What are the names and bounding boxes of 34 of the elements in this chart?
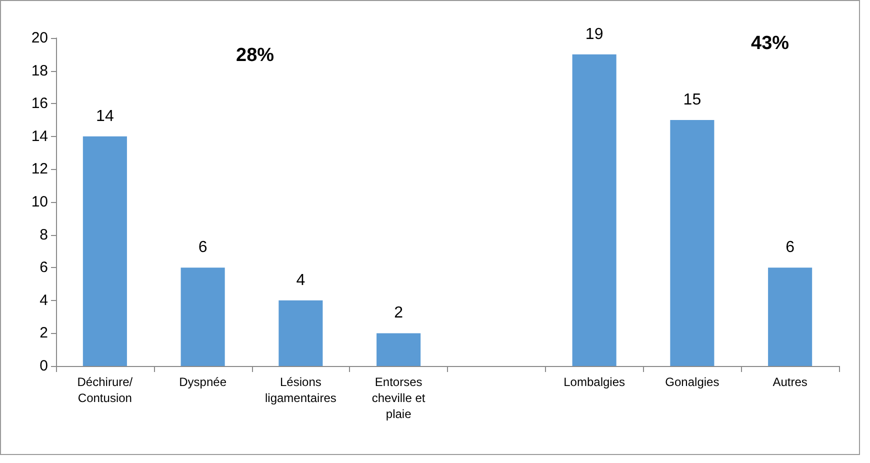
- y-tick-label: 2: [40, 324, 48, 342]
- data-label: 6: [198, 239, 208, 256]
- data-label: 2: [394, 304, 404, 322]
- y-tick-label: 4: [40, 292, 48, 309]
- x-tick-label: Gonalgies: [665, 375, 720, 389]
- y-tick-label: 6: [40, 259, 48, 276]
- bar: [376, 333, 421, 366]
- y-tick-label: 12: [31, 160, 48, 178]
- x-tick-label: Dyspnée: [179, 375, 227, 389]
- y-tick-label: 20: [31, 30, 48, 46]
- y-tick-label: 14: [31, 128, 48, 145]
- bar: [82, 136, 127, 366]
- annotation: 43%: [751, 33, 790, 54]
- x-tick-label: Entorses cheville et plaie: [372, 375, 426, 421]
- bar: [572, 54, 616, 366]
- bar: [278, 300, 323, 366]
- data-label: 4: [296, 272, 306, 289]
- y-tick-label: 10: [31, 194, 48, 210]
- annotation: 28%: [236, 45, 274, 66]
- x-tick-label: Lésions ligamentaires: [265, 375, 336, 405]
- y-tick-label: 8: [40, 226, 48, 244]
- y-tick-label: 0: [40, 358, 48, 374]
- data-label: 19: [585, 26, 604, 43]
- x-tick-label: Autres: [772, 375, 808, 389]
- y-tick-label: 18: [31, 62, 48, 80]
- x-tick-label: Lombalgies: [564, 375, 625, 389]
- y-tick-label: 16: [31, 95, 48, 112]
- data-label: 6: [786, 239, 795, 256]
- data-label: 15: [683, 92, 702, 108]
- x-tick-label: Déchirure/ Contusion: [77, 375, 134, 405]
- data-label: 14: [96, 108, 114, 125]
- bar: [180, 268, 225, 366]
- bar: [768, 268, 812, 366]
- bar: [670, 120, 714, 366]
